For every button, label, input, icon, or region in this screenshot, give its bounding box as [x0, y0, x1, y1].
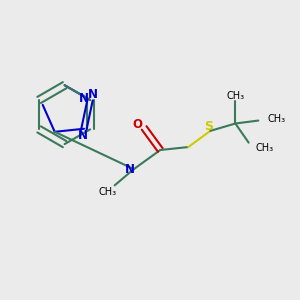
Text: CH₃: CH₃	[98, 187, 116, 197]
Text: N: N	[79, 92, 88, 105]
Text: O: O	[133, 118, 142, 131]
Text: N: N	[77, 129, 88, 142]
Text: CH₃: CH₃	[267, 114, 285, 124]
Text: N: N	[88, 88, 98, 101]
Text: N: N	[125, 163, 135, 176]
Text: CH₃: CH₃	[226, 91, 244, 100]
Text: S: S	[204, 120, 213, 133]
Text: CH₃: CH₃	[255, 143, 273, 153]
